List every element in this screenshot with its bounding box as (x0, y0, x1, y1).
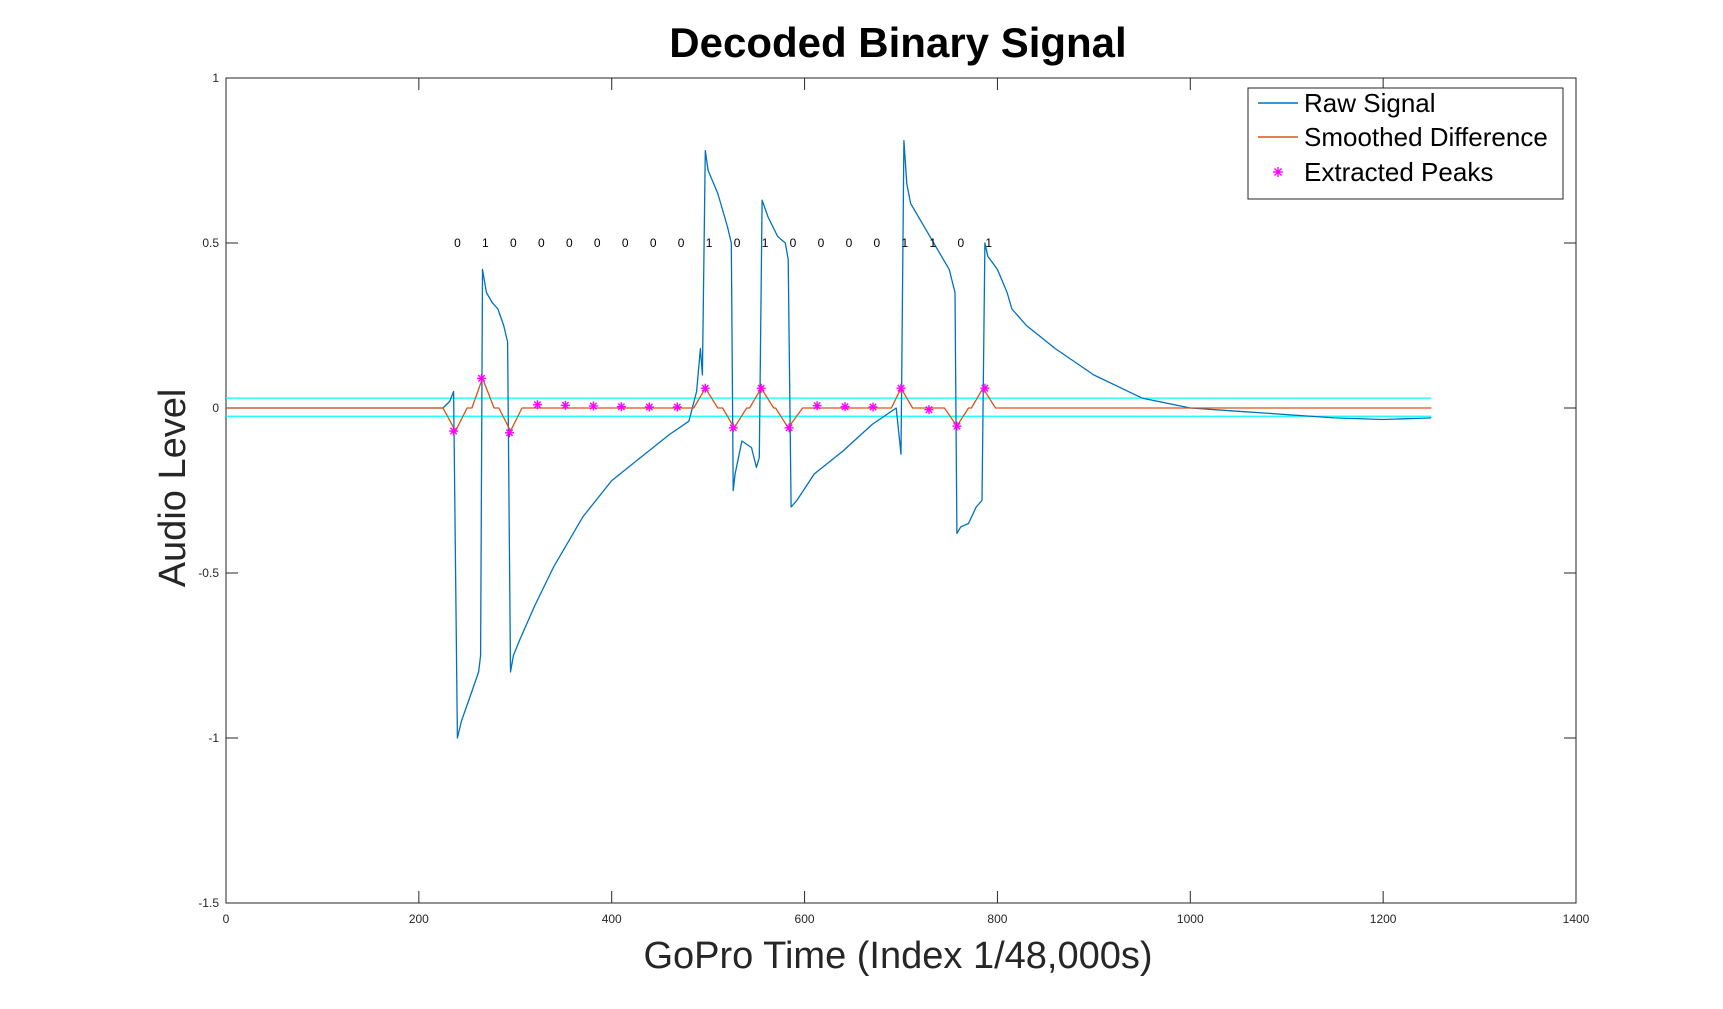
y-tick-label: 1 (212, 71, 219, 85)
x-tick-label: 200 (409, 912, 429, 926)
bit-label: 1 (985, 236, 992, 250)
x-tick-label: 800 (987, 912, 1007, 926)
bit-label: 0 (594, 236, 601, 250)
chart-title: Decoded Binary Signal (669, 19, 1126, 66)
plot-layer: 0 200 400 600 800 1000 1200 1400-1.5-1-0.500.51… (198, 71, 1589, 926)
bit-label: 0 (538, 236, 545, 250)
legend-extracted-peaks-swatch (1273, 167, 1283, 177)
bit-label: 0 (957, 236, 964, 250)
legend-box (1247, 87, 1564, 200)
extracted-peak-point (672, 402, 682, 412)
x-tick-label: 0 (223, 912, 230, 926)
bit-label: 0 (678, 236, 685, 250)
bit-label: 0 (650, 236, 657, 250)
x-tick-label: 400 (602, 912, 622, 926)
bit-label: 1 (902, 236, 909, 250)
extracted-peak-point (756, 383, 766, 393)
bit-label: 0 (510, 236, 517, 250)
legend: Raw Signal Smoothed Difference Extracted P… (1247, 87, 1564, 200)
legend-raw-signal-label: Raw Signal (1304, 88, 1436, 118)
bit-label: 0 (734, 236, 741, 250)
raw-signal-line (226, 140, 1432, 739)
extracted-peak-point (588, 401, 598, 411)
extracted-peak-point (728, 423, 738, 433)
extracted-peak-point (505, 428, 514, 438)
y-tick-label: -0.5 (198, 566, 219, 580)
extracted-peak-point (980, 383, 990, 393)
y-tick-label: 0 (212, 401, 219, 415)
bit-label: 0 (874, 236, 881, 250)
extracted-peak-point (477, 373, 487, 383)
extracted-peak-point (644, 402, 654, 412)
extracted-peak-point (812, 401, 822, 411)
plot-area-frame (225, 77, 1577, 904)
extracted-peak-point (868, 402, 878, 412)
smoothed-difference-line (226, 377, 1432, 432)
extracted-peak-point (560, 400, 570, 410)
bit-label: 0 (846, 236, 853, 250)
bit-label: 0 (454, 236, 461, 250)
x-tick-label: 600 (795, 912, 815, 926)
extracted-peak-point (896, 383, 906, 393)
y-tick-label: 0.5 (202, 236, 219, 250)
extracted-peak-point (616, 402, 626, 412)
bit-label: 0 (818, 236, 825, 250)
extracted-peak-point (924, 405, 934, 415)
legend-extracted-peaks-label: Extracted Peaks (1304, 157, 1493, 187)
extracted-peak-point (449, 426, 459, 436)
x-axis-label: GoPro Time (Index 1/48,000s) (643, 935, 1152, 977)
extracted-peak-point (784, 423, 794, 433)
bit-label: 0 (566, 236, 573, 250)
x-tick-label: 1400 (1563, 912, 1590, 926)
bit-label: 1 (706, 236, 713, 250)
y-axis-label: Audio Level (152, 389, 194, 588)
legend-smoothed-difference-label: Smoothed Difference (1304, 122, 1548, 152)
bit-label: 1 (762, 236, 769, 250)
bit-label: 0 (790, 236, 797, 250)
x-tick-label: 1000 (1177, 912, 1204, 926)
y-tick-label: -1 (208, 731, 219, 745)
extracted-peak-point (700, 383, 710, 393)
bit-label: 0 (622, 236, 629, 250)
y-tick-label: -1.5 (198, 896, 219, 910)
extracted-peak-point (840, 402, 850, 412)
x-tick-label: 1200 (1370, 912, 1397, 926)
extracted-peak-point (952, 421, 962, 431)
bit-label: 1 (482, 236, 489, 250)
bit-label: 1 (929, 236, 936, 250)
extracted-peak-point (532, 400, 542, 410)
